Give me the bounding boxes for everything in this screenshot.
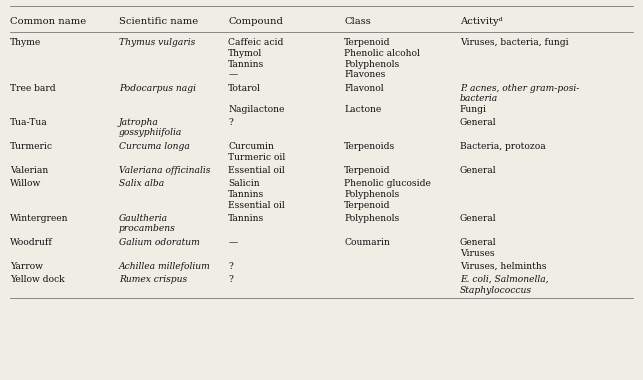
Text: Staphylococcus: Staphylococcus [460,286,532,295]
Text: General: General [460,119,496,127]
Text: Valeriana officinalis: Valeriana officinalis [119,166,210,175]
Text: Coumarin: Coumarin [344,238,390,247]
Text: Scientific name: Scientific name [119,17,198,26]
Text: P. acnes, other gram-posi-: P. acnes, other gram-posi- [460,84,579,93]
Text: Yarrow: Yarrow [10,262,42,271]
Text: Galium odoratum: Galium odoratum [119,238,200,247]
Text: Phenolic glucoside: Phenolic glucoside [344,179,431,188]
Text: Turmeric: Turmeric [10,142,53,151]
Text: Class: Class [344,17,371,26]
Text: Phenolic alcohol: Phenolic alcohol [344,49,420,58]
Text: —: — [228,71,237,79]
Text: —: — [228,238,237,247]
Text: Yellow dock: Yellow dock [10,275,64,284]
Text: gossyphiifolia: gossyphiifolia [119,128,183,137]
Text: Wintergreen: Wintergreen [10,214,68,223]
Text: Polyphenols: Polyphenols [344,190,399,199]
Text: General: General [460,166,496,175]
Text: Podocarpus nagi: Podocarpus nagi [119,84,196,93]
Text: ?: ? [228,119,233,127]
Text: Jatropha: Jatropha [119,119,159,127]
Text: Flavones: Flavones [344,71,385,79]
Text: Tannins: Tannins [228,60,264,69]
Text: Salicin: Salicin [228,179,260,188]
Text: Terpenoids: Terpenoids [344,142,395,151]
Text: Essential oil: Essential oil [228,166,285,175]
Text: Terpenoid: Terpenoid [344,166,390,175]
Text: procambens: procambens [119,224,176,233]
Text: Curcuma longa: Curcuma longa [119,142,190,151]
Text: Tannins: Tannins [228,190,264,199]
Text: Bacteria, protozoa: Bacteria, protozoa [460,142,545,151]
Text: Terpenoid: Terpenoid [344,201,390,210]
Text: Tree bard: Tree bard [10,84,55,93]
Text: Viruses: Viruses [460,249,494,258]
Text: Thymus vulgaris: Thymus vulgaris [119,38,195,47]
Text: Thyme: Thyme [10,38,41,47]
Text: bacteria: bacteria [460,94,498,103]
Text: ?: ? [228,262,233,271]
Text: Fungi: Fungi [460,105,487,114]
Text: Tua-Tua: Tua-Tua [10,119,48,127]
Text: Viruses, helminths: Viruses, helminths [460,262,547,271]
Text: Willow: Willow [10,179,41,188]
Text: Achillea millefolium: Achillea millefolium [119,262,211,271]
Text: E. coli, Salmonella,: E. coli, Salmonella, [460,275,548,284]
Text: Polyphenols: Polyphenols [344,60,399,69]
Text: Polyphenols: Polyphenols [344,214,399,223]
Text: Nagilactone: Nagilactone [228,105,285,114]
Text: Turmeric oil: Turmeric oil [228,153,285,162]
Text: Valerian: Valerian [10,166,48,175]
Text: Flavonol: Flavonol [344,84,384,93]
Text: Essential oil: Essential oil [228,201,285,210]
Text: Totarol: Totarol [228,84,261,93]
Text: Salix alba: Salix alba [119,179,164,188]
Text: ?: ? [228,275,233,284]
Text: Curcumin: Curcumin [228,142,274,151]
Text: Gaultheria: Gaultheria [119,214,168,223]
Text: Woodruff: Woodruff [10,238,53,247]
Text: Caffeic acid: Caffeic acid [228,38,284,47]
Text: Activityᵈ: Activityᵈ [460,17,502,26]
Text: Rumex crispus: Rumex crispus [119,275,187,284]
Text: Compound: Compound [228,17,283,26]
Text: General: General [460,238,496,247]
Text: Viruses, bacteria, fungi: Viruses, bacteria, fungi [460,38,568,47]
Text: Thymol: Thymol [228,49,262,58]
Text: General: General [460,214,496,223]
Text: Common name: Common name [10,17,86,26]
Text: Lactone: Lactone [344,105,381,114]
Text: Tannins: Tannins [228,214,264,223]
Text: Terpenoid: Terpenoid [344,38,390,47]
